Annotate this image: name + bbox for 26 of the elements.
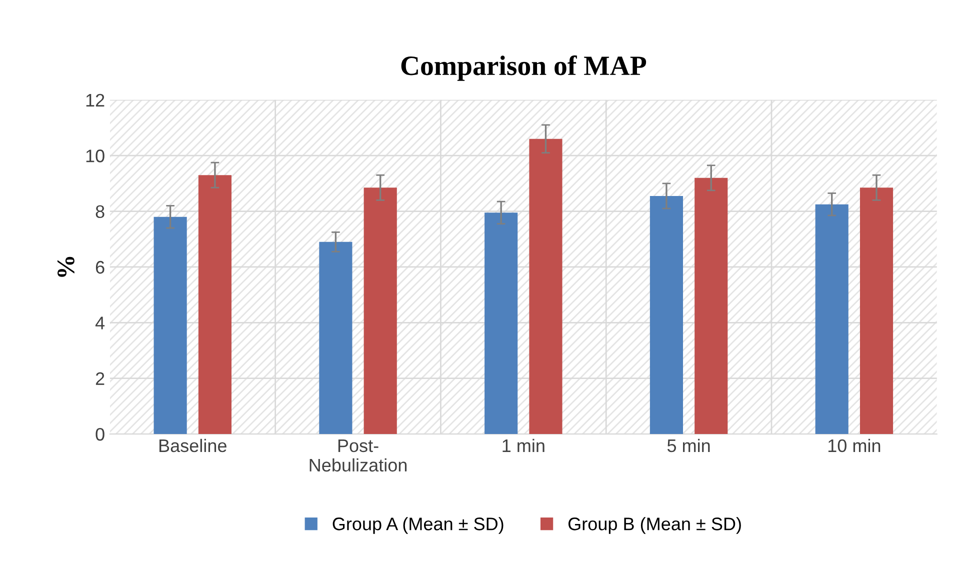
y-tick-label: 8 <box>96 205 104 218</box>
bar <box>815 204 848 434</box>
bar <box>364 188 397 434</box>
legend-label: Group B (Mean ± SD) <box>568 517 741 534</box>
y-tick-label: 4 <box>95 316 105 330</box>
x-tick-label: 10 min <box>828 438 880 452</box>
y-tick-label: 0 <box>96 428 104 441</box>
chart-title: Comparison of MAP <box>401 55 646 81</box>
x-tick-label: 1 min <box>502 438 544 452</box>
x-tick-label: Baseline <box>159 438 226 452</box>
legend-label: Group A (Mean ± SD) <box>332 517 504 534</box>
bar <box>154 216 187 434</box>
bar <box>860 188 894 434</box>
y-tick-label: 2 <box>96 372 104 385</box>
y-tick-label: 10 <box>86 150 104 162</box>
x-tick-label: 5 min <box>667 438 710 452</box>
bar <box>650 196 684 434</box>
y-tick-label: 6 <box>96 260 104 274</box>
bar <box>198 175 232 434</box>
y-tick-label: 12 <box>86 94 104 106</box>
y-axis-title: % <box>57 256 74 277</box>
x-tick-label: Post- Nebulization <box>310 440 407 472</box>
bar <box>484 212 518 434</box>
bar <box>694 178 728 434</box>
bar <box>319 242 352 434</box>
bar <box>529 138 562 434</box>
